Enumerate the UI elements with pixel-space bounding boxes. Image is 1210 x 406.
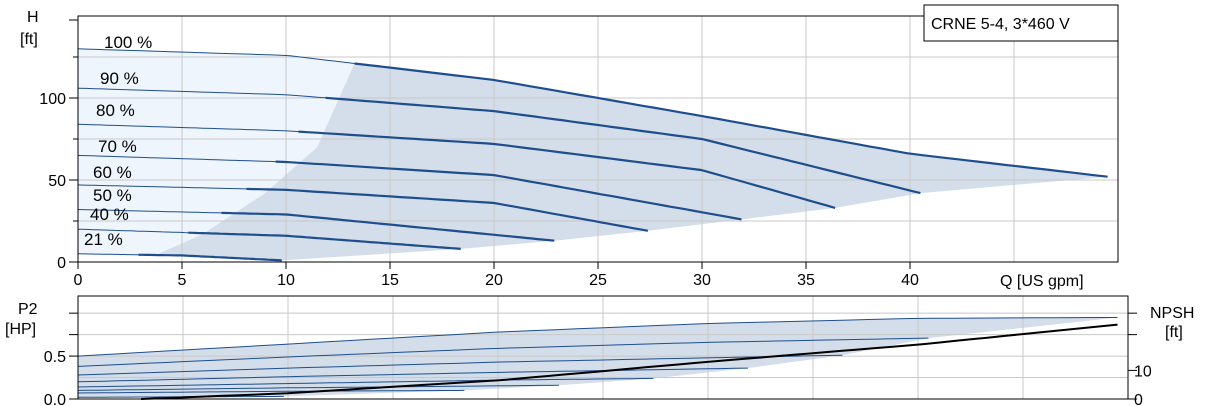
speed-labels: 100 % 90 % 80 % 70 % 60 % 50 %40 % 21 % (84, 33, 152, 249)
head-axis-label: H (27, 9, 39, 26)
speed-label: 60 % (93, 163, 132, 182)
head-curve-thin (77, 209, 222, 214)
speed-label: 80 % (96, 101, 135, 120)
bottom-plot-frame (77, 295, 1129, 400)
top-panel: 0 5 10 15 20 25 30 35 40 0 50 100 100 % 90 % 80 % 70 %… (20, 4, 1119, 290)
head-curve-thin (77, 154, 276, 163)
speed-label: 90 % (100, 69, 139, 88)
speed-label: 21 % (84, 230, 123, 249)
npsh-tick-label: 10 (1134, 363, 1152, 380)
head-curve (298, 130, 836, 209)
power-curve (77, 367, 748, 383)
npsh-curve (140, 323, 1118, 400)
model-label: CRNE 5-4, 3*460 V (931, 16, 1070, 33)
y-tick-label: 0 (57, 255, 66, 272)
x-tick-label: 5 (178, 272, 187, 289)
power-tick-label: 0.0 (44, 392, 66, 406)
speed-label: 50 % (93, 186, 132, 205)
power-curve (77, 377, 654, 388)
head-curve (246, 187, 649, 232)
x-tick-label: 10 (277, 272, 295, 289)
bottom-panel: 0.0 0.5 0 10 P2 [HP] NPSH [ft] (5, 295, 1194, 406)
power-curve (77, 384, 559, 391)
power-region (78, 317, 1118, 398)
x-tick-label: 20 (485, 272, 503, 289)
top-axis-ticks: 0 5 10 15 20 25 30 35 40 0 50 100 (39, 19, 919, 289)
x-tick-label: 30 (693, 272, 711, 289)
power-axis-unit: [HP] (5, 321, 36, 338)
x-tick-label: 0 (74, 272, 83, 289)
operating-region (138, 63, 1108, 261)
power-curve (77, 317, 1118, 357)
y-tick-label: 100 (39, 91, 66, 108)
head-curve (354, 62, 1108, 178)
top-envelope-fills (78, 48, 1108, 261)
npsh-axis-unit: [ft] (1165, 324, 1183, 341)
x-tick-label: 25 (589, 272, 607, 289)
head-curve (221, 211, 555, 242)
head-curve (138, 253, 282, 262)
x-tick-label: 35 (797, 272, 815, 289)
flow-axis-label: Q [US gpm] (1000, 273, 1084, 290)
npsh-tick-label: 0 (1134, 392, 1143, 406)
head-curve-thin (77, 228, 189, 234)
power-envelope-fill (78, 317, 1118, 398)
model-box-frame (923, 4, 1119, 42)
head-curves (77, 48, 1108, 262)
model-box: CRNE 5-4, 3*460 V (923, 4, 1119, 42)
power-curve (77, 337, 929, 367)
head-curve-thin (77, 48, 355, 64)
head-curve (275, 160, 742, 221)
head-curve (325, 96, 921, 195)
bottom-axis-ticks: 0.0 0.5 0 10 (44, 312, 1152, 406)
x-tick-label: 40 (901, 272, 919, 289)
power-curves (77, 317, 1118, 400)
power-curve (77, 389, 465, 394)
head-curve-thin (77, 123, 299, 133)
speed-label: 100 % (104, 33, 152, 52)
y-tick-label: 50 (48, 173, 66, 190)
npsh-axis-label: NPSH (1150, 305, 1194, 322)
x-tick-label: 15 (381, 272, 399, 289)
power-tick-label: 0.5 (44, 349, 66, 366)
speed-label: 70 % (98, 137, 137, 156)
top-gridlines (78, 16, 1118, 262)
head-curve-thin (77, 184, 247, 190)
power-axis-label: P2 (18, 301, 38, 318)
speed-label: 40 % (90, 205, 129, 224)
head-axis-unit: [ft] (20, 31, 38, 48)
head-curve-thin (78, 253, 139, 256)
head-curve-thin (77, 87, 326, 99)
power-curve (77, 354, 843, 376)
head-curve (188, 231, 461, 250)
